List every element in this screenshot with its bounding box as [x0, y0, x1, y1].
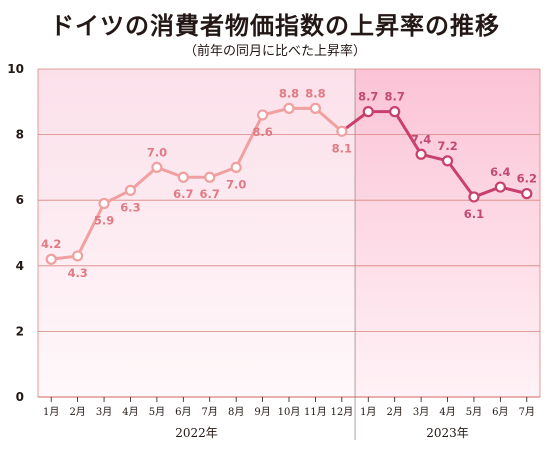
- x-tick-label: 3月: [413, 406, 429, 418]
- plot-background-2022: [38, 69, 356, 397]
- data-label: 7.4: [411, 132, 431, 146]
- data-label: 6.7: [173, 187, 193, 201]
- data-point: [415, 148, 427, 160]
- data-label: 8.8: [305, 86, 325, 100]
- chart-subtitle: （前年の同月に比べた上昇率）: [183, 44, 366, 59]
- data-label: 4.2: [41, 237, 61, 251]
- x-tick-label: 6月: [492, 406, 508, 418]
- data-point: [309, 102, 322, 114]
- y-tick-label: 2: [16, 324, 24, 338]
- data-point: [98, 197, 110, 210]
- data-label: 8.7: [384, 90, 404, 104]
- chart-title: ドイツの消費者物価指数の上昇率の推移: [50, 12, 500, 40]
- data-label: 6.3: [120, 200, 140, 214]
- data-point: [124, 184, 137, 196]
- data-label: 7.2: [437, 139, 457, 153]
- data-label: 6.7: [200, 187, 220, 201]
- x-tick-label: 10月: [278, 406, 301, 418]
- x-tick-label: 11月: [304, 406, 327, 418]
- x-tick-label: 8月: [228, 406, 244, 418]
- data-label: 8.1: [332, 141, 352, 155]
- x-tick-label: 5月: [466, 406, 482, 418]
- x-tick-label: 4月: [439, 406, 455, 418]
- x-tick-label: 9月: [254, 406, 270, 418]
- x-tick-label: 12月: [330, 406, 353, 418]
- data-point: [256, 109, 269, 121]
- x-tick-label: 4月: [122, 406, 138, 418]
- x-tick-label: 6月: [175, 406, 191, 418]
- data-point: [441, 155, 454, 167]
- x-tick-label: 1月: [43, 406, 59, 418]
- data-label: 4.3: [67, 266, 87, 280]
- x-tick-label: 7月: [202, 406, 218, 418]
- year-label: 2022年: [175, 426, 218, 440]
- data-label: 6.1: [464, 207, 484, 221]
- data-label: 7.0: [147, 145, 167, 159]
- data-point: [389, 106, 401, 118]
- y-tick-label: 4: [16, 259, 24, 273]
- data-point: [45, 253, 57, 265]
- y-tick-label: 6: [16, 193, 24, 207]
- plot-background-2023: [355, 69, 540, 397]
- data-point: [283, 102, 295, 114]
- data-label: 7.0: [226, 177, 246, 191]
- data-label: 8.8: [279, 86, 299, 100]
- data-point: [362, 106, 374, 118]
- data-point: [468, 191, 480, 203]
- data-point: [151, 161, 163, 173]
- data-point: [230, 161, 242, 173]
- data-label: 5.9: [94, 213, 114, 227]
- data-label: 8.7: [358, 90, 378, 104]
- x-tick-label: 2月: [69, 406, 85, 418]
- data-point: [72, 250, 84, 262]
- y-tick-label: 10: [7, 62, 24, 76]
- y-tick-label: 0: [16, 390, 24, 404]
- x-tick-label: 5月: [149, 406, 165, 418]
- x-tick-label: 2月: [386, 406, 402, 418]
- data-point: [204, 171, 216, 183]
- data-point: [521, 188, 533, 200]
- x-tick-label: 1月: [360, 406, 376, 418]
- data-label: 6.2: [517, 172, 537, 186]
- data-point: [336, 125, 348, 137]
- x-tick-label: 7月: [519, 406, 535, 418]
- year-label: 2023年: [426, 426, 469, 440]
- data-label: 8.6: [252, 125, 272, 139]
- x-tick-label: 3月: [96, 406, 112, 418]
- data-label: 6.4: [490, 165, 510, 179]
- y-tick-label: 8: [16, 128, 24, 142]
- data-point: [494, 181, 506, 193]
- data-point: [177, 171, 189, 183]
